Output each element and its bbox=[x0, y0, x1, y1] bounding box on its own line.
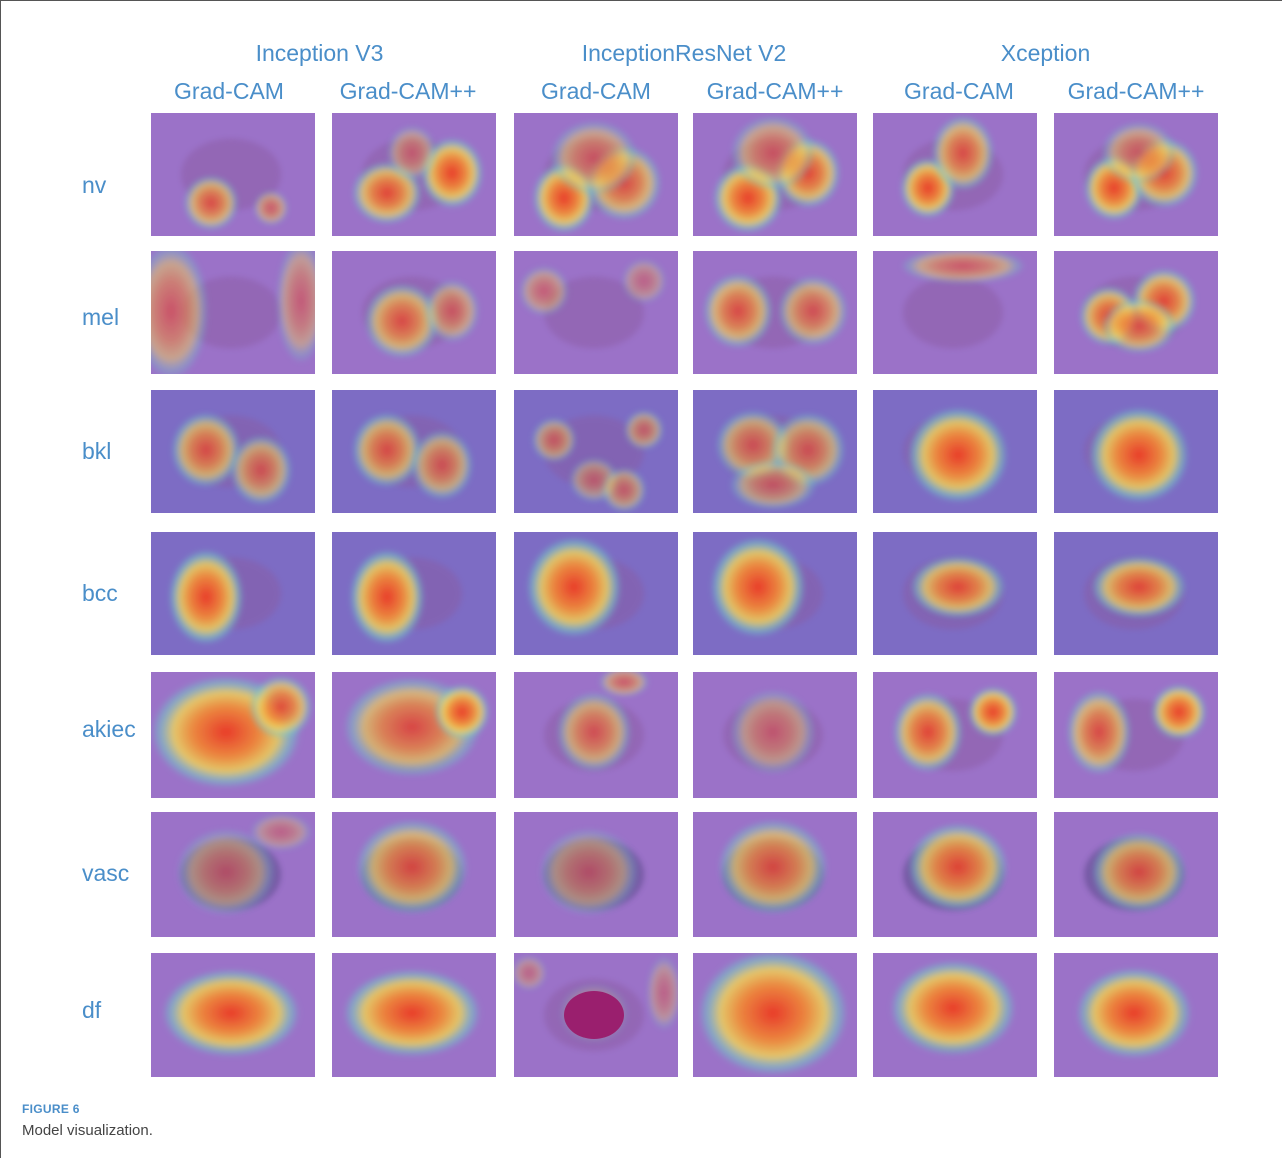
heatmap-image-bkl-1 bbox=[151, 390, 315, 513]
method-header-gradcam: Grad-CAM bbox=[541, 78, 651, 104]
method-header-gradcam-plus: Grad-CAM++ bbox=[706, 78, 844, 104]
heatmap-image-mel-6 bbox=[1054, 251, 1218, 374]
heatmap-image-nv-6 bbox=[1054, 113, 1218, 236]
heatmap-image-bkl-5 bbox=[873, 390, 1037, 513]
heatmap-image-vasc-3 bbox=[514, 812, 678, 937]
heatmap-image-vasc-5 bbox=[873, 812, 1037, 937]
row-label-akiec: akiec bbox=[82, 716, 136, 742]
heatmap-image-df-3 bbox=[514, 953, 678, 1077]
heatmap-image-df-6 bbox=[1054, 953, 1218, 1077]
heatmap-image-bcc-1 bbox=[151, 532, 315, 655]
heatmap-image-bcc-3 bbox=[514, 532, 678, 655]
method-header-gradcam-plus: Grad-CAM++ bbox=[1067, 78, 1205, 104]
heatmap-image-df-5 bbox=[873, 953, 1037, 1077]
heatmap-image-bcc-6 bbox=[1054, 532, 1218, 655]
heatmap-image-df-1 bbox=[151, 953, 315, 1077]
heatmap-image-mel-1 bbox=[151, 251, 315, 374]
frame-left-border bbox=[0, 0, 1, 1158]
heatmap-image-akiec-2 bbox=[332, 672, 496, 798]
row-label-nv: nv bbox=[82, 172, 107, 198]
heatmap-image-df-4 bbox=[693, 953, 857, 1077]
heatmap-image-akiec-5 bbox=[873, 672, 1037, 798]
heatmap-image-akiec-1 bbox=[151, 672, 315, 798]
heatmap-image-bcc-2 bbox=[332, 532, 496, 655]
heatmap-image-bkl-4 bbox=[693, 390, 857, 513]
row-label-mel: mel bbox=[82, 304, 120, 330]
row-label-bkl: bkl bbox=[82, 438, 112, 464]
heatmap-image-akiec-6 bbox=[1054, 672, 1218, 798]
heatmap-image-vasc-6 bbox=[1054, 812, 1218, 937]
heatmap-image-nv-2 bbox=[332, 113, 496, 236]
row-label-df: df bbox=[82, 997, 102, 1023]
heatmap-image-bkl-3 bbox=[514, 390, 678, 513]
heatmap-image-bkl-6 bbox=[1054, 390, 1218, 513]
method-header-gradcam: Grad-CAM bbox=[174, 78, 284, 104]
heatmap-image-bkl-2 bbox=[332, 390, 496, 513]
model-header-xception: Xception bbox=[1000, 40, 1091, 66]
heatmap-image-bcc-4 bbox=[693, 532, 857, 655]
heatmap-image-bcc-5 bbox=[873, 532, 1037, 655]
row-label-bcc: bcc bbox=[82, 580, 118, 606]
heatmap-image-mel-2 bbox=[332, 251, 496, 374]
heatmap-image-mel-4 bbox=[693, 251, 857, 374]
heatmap-image-df-2 bbox=[332, 953, 496, 1077]
heatmap-image-akiec-3 bbox=[514, 672, 678, 798]
model-header-inceptionresnet-v2: InceptionResNet V2 bbox=[581, 40, 787, 66]
heatmap-image-nv-3 bbox=[514, 113, 678, 236]
model-header-inception-v3: Inception V3 bbox=[255, 40, 384, 66]
row-label-vasc: vasc bbox=[82, 860, 130, 886]
heatmap-image-nv-5 bbox=[873, 113, 1037, 236]
figure-caption-label: FIGURE 6 bbox=[22, 1102, 80, 1116]
method-header-gradcam-plus: Grad-CAM++ bbox=[339, 78, 477, 104]
method-header-gradcam: Grad-CAM bbox=[904, 78, 1014, 104]
heatmap-image-vasc-4 bbox=[693, 812, 857, 937]
heatmap-image-mel-3 bbox=[514, 251, 678, 374]
heatmap-image-mel-5 bbox=[873, 251, 1037, 374]
heatmap-image-akiec-4 bbox=[693, 672, 857, 798]
frame-top-border bbox=[0, 0, 1282, 1]
heatmap-image-nv-4 bbox=[693, 113, 857, 236]
heatmap-image-vasc-1 bbox=[151, 812, 315, 937]
heatmap-image-vasc-2 bbox=[332, 812, 496, 937]
heatmap-image-nv-1 bbox=[151, 113, 315, 236]
figure-caption-text: Model visualization. bbox=[22, 1122, 153, 1139]
